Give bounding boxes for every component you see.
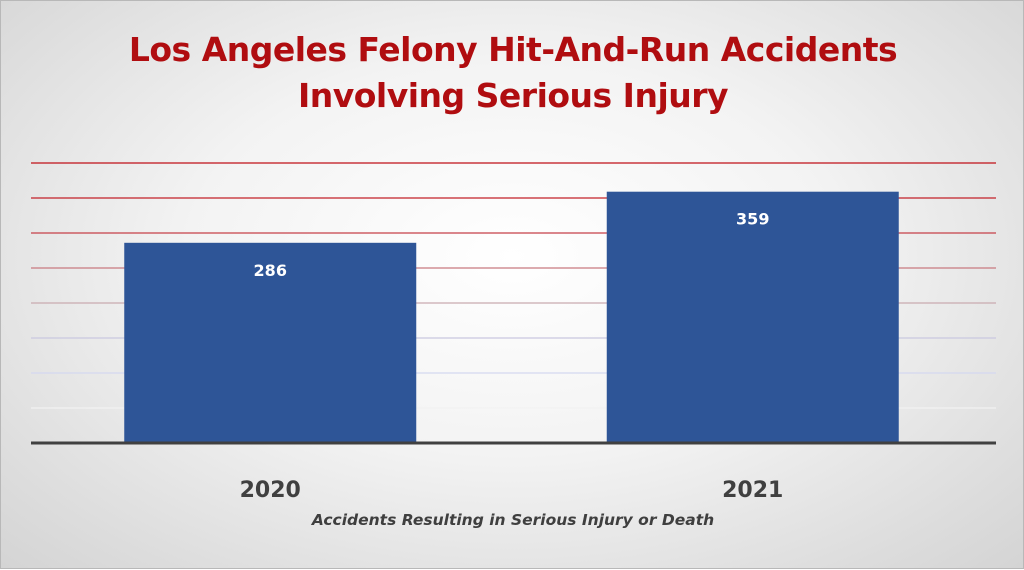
bar-data-label: 286: [254, 261, 287, 280]
bar: [606, 191, 899, 443]
x-axis-title: Accidents Resulting in Serious Injury or…: [311, 511, 715, 529]
x-tick-label: 2020: [240, 478, 301, 503]
x-tick-label: 2021: [722, 478, 783, 503]
bar: [124, 242, 417, 443]
bar-data-label: 359: [736, 210, 769, 229]
chart-title-line-1: Los Angeles Felony Hit-And-Run Accidents: [128, 30, 898, 69]
chart-title-line-2: Involving Serious Injury: [297, 76, 729, 115]
chart-title: Los Angeles Felony Hit-And-Run Accidents…: [1, 27, 1024, 119]
